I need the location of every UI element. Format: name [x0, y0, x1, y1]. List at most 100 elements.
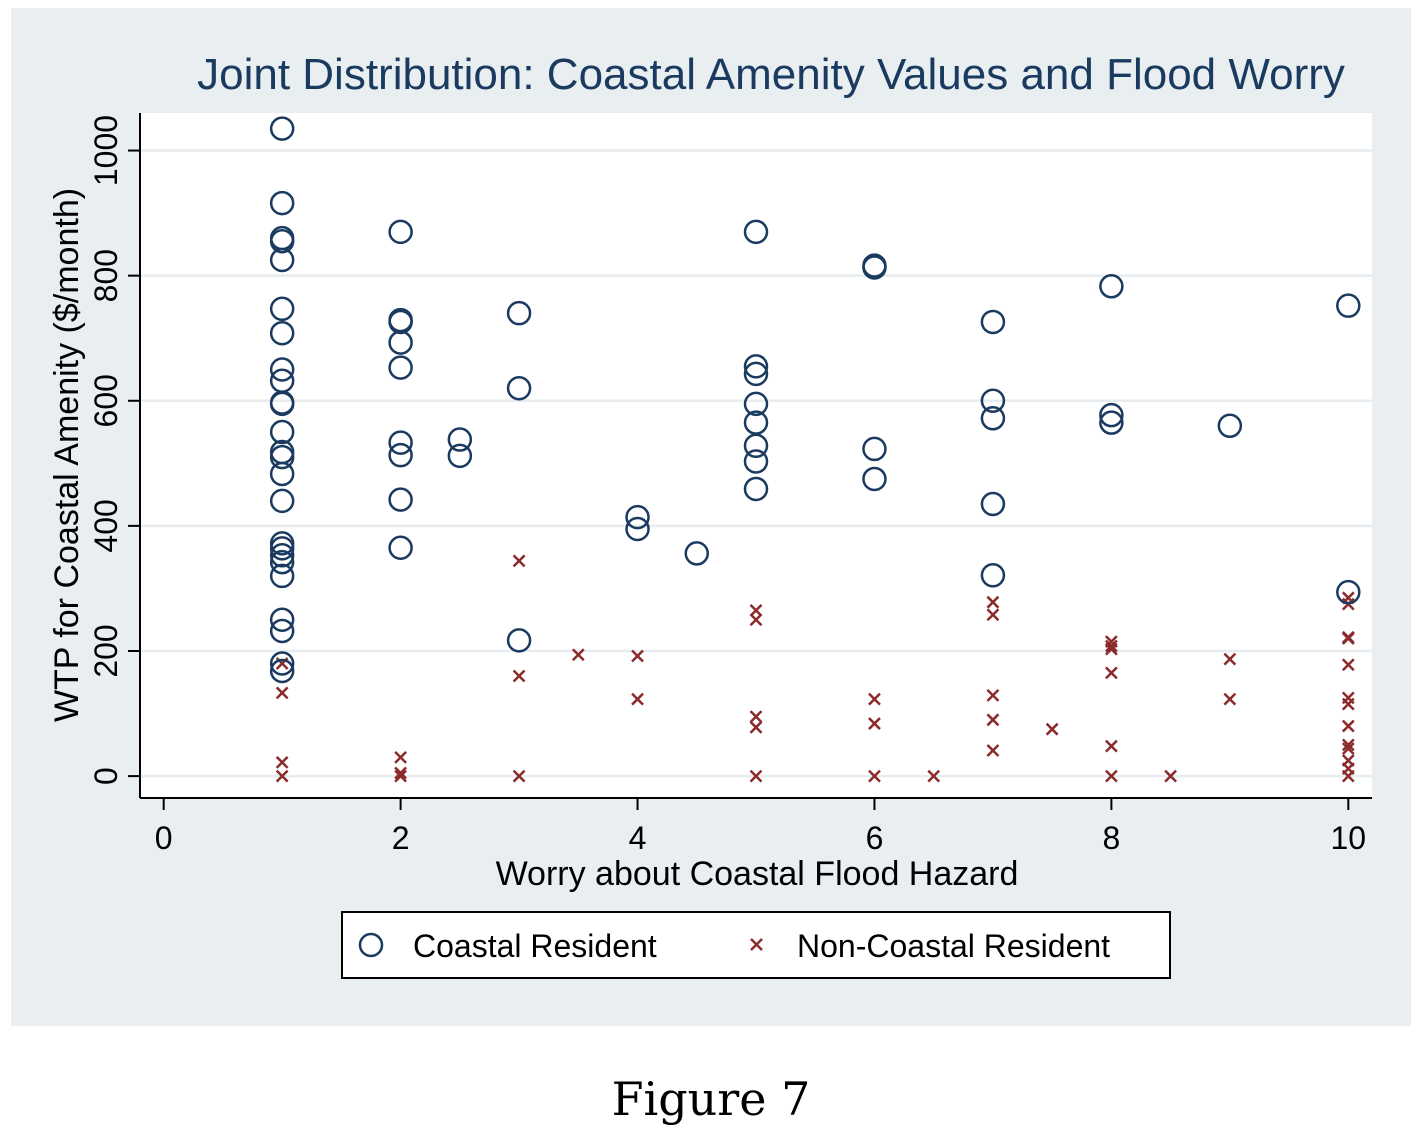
x-axis-ticks: 0 2 4 6 8 10: [155, 798, 1366, 856]
non-coastal-point: [512, 669, 526, 683]
y-tick-label: 800: [88, 249, 124, 302]
coastal-point: [743, 391, 769, 417]
non-coastal-point: [394, 769, 407, 783]
coastal-point: [743, 433, 769, 459]
non-coastal-point: [1105, 666, 1118, 680]
plot-area: [140, 113, 1372, 798]
figure-caption: Figure 7: [611, 1072, 811, 1126]
coastal-point: [388, 309, 413, 335]
coastal-point: [743, 361, 769, 387]
coastal-point: [269, 228, 295, 254]
coastal-point: [269, 543, 295, 568]
coastal-point: [269, 549, 295, 575]
y-axis-ticks: 0 200 400 600 800 1000: [88, 115, 140, 785]
coastal-point: [1336, 579, 1361, 605]
legend-non-coastal-label: Non-Coastal Resident: [797, 928, 1110, 964]
coastal-point: [269, 461, 295, 487]
x-axis-label: Worry about Coastal Flood Hazard: [496, 855, 1019, 893]
non-coastal-point: [749, 710, 763, 724]
non-coastal-point: [986, 608, 1000, 622]
non-coastal-point: [1164, 769, 1177, 783]
y-tick-label: 0: [88, 767, 124, 785]
coastal-point: [269, 563, 295, 589]
coastal-point: [269, 488, 295, 514]
coastal-point: [980, 563, 1006, 588]
coastal-point: [388, 430, 413, 455]
coastal-point: [625, 504, 650, 530]
coastal-point: [388, 355, 413, 380]
y-tick-label: 200: [88, 624, 124, 677]
non-coastal-point: [275, 769, 289, 783]
coastal-point: [862, 466, 887, 492]
non-coastal-point: [571, 648, 585, 662]
y-tick-label: 400: [88, 499, 124, 552]
non-coastal-point: [1223, 692, 1237, 706]
non-coastal-point: [749, 603, 763, 617]
coastal-point: [269, 536, 295, 561]
coastal-point: [1099, 274, 1124, 299]
non-coastal-point: [394, 750, 407, 764]
non-coastal-point: [1045, 722, 1059, 736]
non-coastal-point: [1105, 769, 1118, 783]
non-coastal-point: [512, 554, 526, 568]
chart-title: Joint Distribution: Coastal Amenity Valu…: [197, 50, 1345, 99]
coastal-point: [388, 442, 413, 468]
legend-non-coastal-marker: [750, 938, 763, 951]
coastal-point: [625, 516, 650, 542]
coastal-point: [269, 391, 295, 417]
y-axis-label: WTP for Coastal Amenity ($/month): [48, 188, 86, 722]
coastal-point: [506, 376, 532, 401]
coastal-point: [980, 309, 1006, 335]
coastal-point: [684, 541, 710, 566]
coastal-point: [269, 444, 295, 470]
coastal-point: [980, 388, 1006, 414]
coastal-point: [1336, 293, 1361, 318]
scatter-chart: Joint Distribution: Coastal Amenity Valu…: [48, 50, 1372, 979]
coastal-point: [862, 436, 887, 462]
coastal-point: [388, 219, 413, 245]
non-coastal-point: [1341, 719, 1355, 733]
non-coastal-point: [1341, 632, 1355, 645]
coastal-point: [269, 607, 295, 632]
legend: Coastal Resident Non-Coastal Resident: [341, 911, 1171, 979]
non-coastal-point: [927, 769, 941, 783]
legend-coastal-label: Coastal Resident: [413, 928, 657, 964]
x-tick-label: 2: [392, 820, 410, 856]
x-tick-label: 4: [629, 820, 647, 856]
non-coastal-point: [275, 755, 289, 769]
non-coastal-point: [986, 713, 1000, 727]
coastal-point: [269, 296, 295, 322]
non-coastal-point: [631, 649, 644, 663]
non-coastal-point: [275, 686, 289, 700]
non-coastal-point: [986, 595, 1000, 609]
coastal-point: [269, 658, 295, 684]
x-tick-label: 10: [1331, 820, 1367, 856]
non-coastal-point: [512, 769, 526, 783]
coastal-point: [269, 419, 295, 445]
coastal-point: [269, 190, 295, 216]
coastal-point: [269, 320, 295, 346]
coastal-point: [506, 628, 532, 653]
coastal-point: [980, 406, 1006, 431]
non-coastal-point: [1223, 652, 1237, 666]
non-coastal-point: [749, 720, 763, 734]
coastal-point: [743, 449, 769, 474]
coastal-point: [269, 116, 295, 141]
non-coastal-point: [868, 769, 881, 783]
coastal-point: [388, 330, 413, 355]
non-coastal-point: [1341, 742, 1355, 755]
non-coastal-point: [1341, 769, 1355, 783]
coastal-point: [743, 476, 769, 502]
coastal-point: [1217, 413, 1243, 439]
coastal-point: [269, 618, 295, 644]
non-coastal-point: [986, 744, 1000, 757]
coastal-point: [743, 219, 769, 245]
coastal-point: [1099, 410, 1124, 435]
non-coastal-point: [1341, 738, 1355, 752]
x-tick-label: 6: [866, 820, 884, 856]
non-coastal-point: [749, 769, 763, 783]
coastal-point: [388, 535, 413, 561]
coastal-point: [269, 247, 295, 273]
coastal-point: [269, 357, 295, 382]
grid-lines: [140, 149, 1372, 778]
